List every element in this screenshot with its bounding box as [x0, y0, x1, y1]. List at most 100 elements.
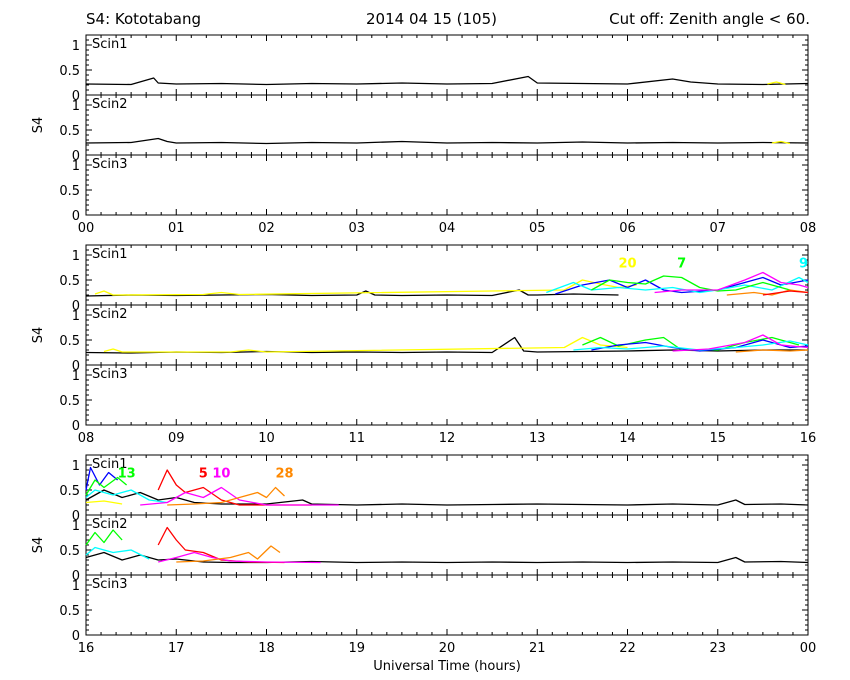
panel-frame [85, 154, 809, 216]
y-tick-label: 0 [72, 509, 80, 524]
series-line-blue [85, 466, 119, 491]
panel-label: Scin1 [92, 37, 128, 52]
x-tick-label: 16 [800, 431, 817, 446]
satellite-label: 5 [199, 467, 208, 482]
series-line-black [85, 137, 809, 145]
panel-frame [85, 34, 809, 96]
x-tick-label: 23 [709, 641, 726, 656]
panel-frame [85, 304, 809, 366]
x-tick-label: 08 [78, 431, 95, 446]
y-tick-label: 1 [72, 249, 80, 264]
panel-frame [85, 514, 809, 576]
x-tick-label: 05 [529, 221, 546, 236]
series-line-yellow [103, 336, 628, 353]
y-axis-label: S4 [31, 327, 46, 344]
satellite-label: 13 [118, 467, 136, 482]
y-axis-label: S4 [31, 537, 46, 554]
panel-label: Scin2 [92, 97, 128, 112]
series-line-yellow [771, 140, 791, 145]
satellite-label: 28 [276, 467, 294, 482]
y-tick-label: 1 [72, 39, 80, 54]
y-tick-label: 0.5 [59, 184, 80, 199]
y-tick-label: 0.5 [59, 274, 80, 289]
panel-frame [85, 364, 809, 426]
x-tick-label: 06 [619, 221, 636, 236]
x-tick-label: 18 [258, 641, 275, 656]
y-tick-label: 1 [72, 459, 80, 474]
y-tick-label: 1 [72, 99, 80, 114]
y-tick-label: 0.5 [59, 334, 80, 349]
panel-frame [85, 244, 809, 306]
x-tick-label: 20 [439, 641, 456, 656]
x-tick-label: 13 [529, 431, 546, 446]
series-line-magenta [672, 334, 809, 352]
x-tick-label: 12 [439, 431, 456, 446]
x-tick-label: 14 [619, 431, 636, 446]
x-tick-label: 11 [348, 431, 365, 446]
series-line-blue [555, 276, 809, 295]
cutoff-label: Cut off: Zenith angle < 60. [609, 10, 810, 28]
panel-frame [85, 454, 809, 516]
series-line-black [85, 75, 809, 86]
x-tick-label: 08 [800, 221, 817, 236]
x-tick-label: 19 [348, 641, 365, 656]
y-tick-label: 1 [72, 369, 80, 384]
y-tick-label: 0 [72, 359, 80, 374]
x-tick-label: 04 [439, 221, 456, 236]
panel-label: Scin1 [92, 247, 128, 262]
panel-frame [85, 574, 809, 636]
satellite-label: 9 [799, 257, 808, 272]
y-tick-label: 0.5 [59, 604, 80, 619]
satellite-label: 20 [618, 257, 636, 272]
y-tick-label: 0 [72, 149, 80, 164]
x-tick-label: 01 [168, 221, 185, 236]
series-line-green [582, 336, 800, 351]
y-axis-label: S4 [31, 117, 46, 134]
series-line-magenta [140, 486, 339, 506]
series-line-black [85, 489, 809, 506]
series-line-green [85, 529, 123, 546]
station-title: S4: Kototabang [86, 10, 202, 28]
series-line-yellow [85, 500, 123, 505]
x-tick-label: 00 [78, 221, 95, 236]
panel-label: Scin3 [92, 577, 128, 592]
x-tick-label: 22 [619, 641, 636, 656]
series-line-cyan [85, 546, 150, 560]
series-line-orange [726, 289, 809, 296]
series-line-black [85, 551, 809, 564]
panel-label: Scin3 [92, 367, 128, 382]
series-line-green [85, 476, 128, 496]
y-tick-label: 0 [72, 299, 80, 314]
x-tick-label: 00 [800, 641, 817, 656]
x-tick-label: 02 [258, 221, 275, 236]
y-tick-label: 0.5 [59, 394, 80, 409]
satellite-label: 10 [212, 467, 230, 482]
panel-label: Scin2 [92, 307, 128, 322]
x-tick-label: 17 [168, 641, 185, 656]
series-line-red [762, 290, 809, 296]
y-tick-label: 0 [72, 569, 80, 584]
panel-label: Scin1 [92, 457, 128, 472]
x-tick-label: 07 [709, 221, 726, 236]
x-tick-label: 03 [348, 221, 365, 236]
y-tick-label: 1 [72, 519, 80, 534]
y-tick-label: 0 [72, 419, 80, 434]
series-line-green [591, 275, 791, 292]
series-line-yellow [767, 81, 786, 86]
series-line-orange [735, 349, 809, 353]
y-tick-label: 0 [72, 89, 80, 104]
series-line-magenta [158, 551, 321, 564]
y-tick-label: 0 [72, 209, 80, 224]
panel-frame [85, 94, 809, 156]
x-tick-label: 16 [78, 641, 95, 656]
y-tick-label: 0.5 [59, 484, 80, 499]
y-tick-label: 0.5 [59, 124, 80, 139]
satellite-label: 7 [677, 257, 686, 272]
panel-label: Scin3 [92, 157, 128, 172]
date-label: 2014 04 15 (105) [366, 10, 497, 28]
x-tick-label: 15 [709, 431, 726, 446]
x-tick-label: 09 [168, 431, 185, 446]
series-line-black [85, 289, 619, 297]
series-line-magenta [654, 271, 809, 294]
